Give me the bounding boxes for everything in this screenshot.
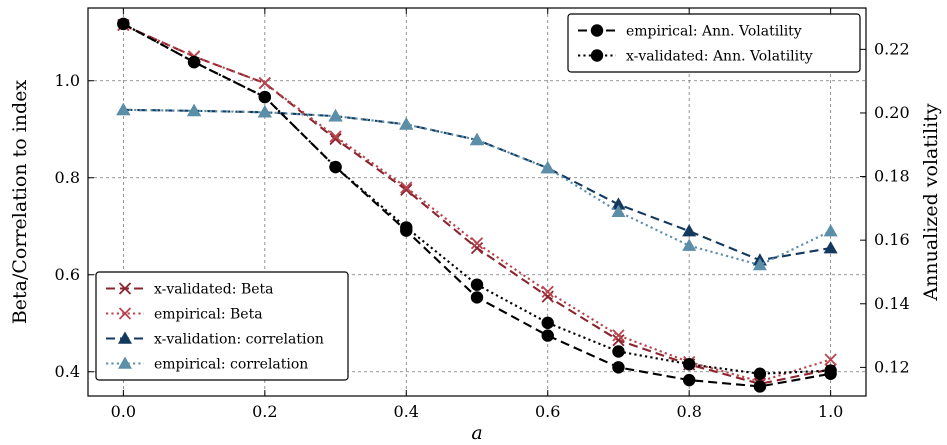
- plot-frame: [87, 7, 867, 397]
- data-point: [258, 77, 271, 90]
- data-point: [541, 316, 554, 330]
- right-y-tick-label: 0.22: [874, 39, 910, 58]
- data-point: [612, 361, 625, 374]
- data-point: [753, 380, 767, 393]
- right-y-tick-label: 0.18: [874, 167, 910, 186]
- data-point: [328, 109, 343, 122]
- legend-box: [95, 271, 349, 381]
- series-line: [122, 24, 831, 383]
- legend-top-right: empirical: Ann. Volatility x-validated: A…: [567, 13, 861, 73]
- series-3: [116, 102, 838, 271]
- data-point: [117, 17, 130, 31]
- legend-label: empirical: correlation: [154, 357, 308, 373]
- data-point: [823, 241, 838, 254]
- data-point: [400, 221, 413, 234]
- right-y-tick-label: 0.20: [874, 103, 910, 122]
- data-point: [470, 241, 484, 255]
- legend-marker: [590, 24, 604, 37]
- legend-box: [567, 13, 861, 73]
- x-tick-label: 1.0: [818, 402, 843, 421]
- data-point: [611, 204, 626, 217]
- data-point: [400, 183, 413, 197]
- data-point: [612, 345, 625, 358]
- x-tick-label: 0.8: [676, 402, 701, 421]
- right-y-axis-label: Annualized volatility: [920, 103, 942, 301]
- data-point: [682, 238, 697, 251]
- data-point: [541, 285, 554, 298]
- x-tick-label: 0.0: [111, 402, 136, 421]
- legend-item: x-validated: Ann. Volatility: [578, 49, 813, 65]
- data-point: [470, 278, 484, 291]
- series-layer: [116, 17, 838, 393]
- legend-layer: empirical: Ann. Volatility x-validated: A…: [95, 13, 861, 381]
- legend-marker: [118, 282, 132, 295]
- data-point: [187, 103, 202, 117]
- data-point: [541, 329, 554, 342]
- left-y-tick-label: 0.4: [55, 362, 80, 381]
- data-point: [187, 55, 201, 69]
- data-point: [470, 291, 484, 304]
- left-y-axis-label: Beta/Correlation to index: [9, 80, 31, 325]
- data-point: [611, 197, 626, 210]
- x-axis-label: a: [471, 422, 482, 444]
- data-point: [329, 160, 342, 174]
- legend-item: empirical: correlation: [106, 356, 308, 373]
- data-point: [682, 373, 696, 387]
- series-5: [117, 17, 837, 380]
- series-2: [116, 102, 838, 266]
- legend-label: x-validation: correlation: [154, 332, 324, 348]
- right-y-tick-label: 0.12: [874, 357, 910, 376]
- data-point: [823, 224, 838, 237]
- data-point: [753, 367, 767, 380]
- data-point: [257, 105, 272, 118]
- legend-label: x-validated: Beta: [154, 282, 274, 298]
- series-line: [123, 108, 831, 262]
- data-point: [612, 334, 625, 347]
- legend-bottom-left: x-validated: Beta empirical: Beta x-valida…: [95, 271, 349, 381]
- data-point: [540, 161, 555, 174]
- right-y-tick-label: 0.14: [874, 294, 910, 313]
- legend-item: x-validation: correlation: [106, 331, 324, 348]
- legend-item: empirical: Beta: [106, 307, 263, 323]
- data-point: [612, 329, 625, 342]
- legend-label: empirical: Beta: [154, 307, 263, 323]
- data-point: [329, 130, 342, 143]
- legend-marker: [118, 331, 132, 344]
- data-point: [399, 117, 414, 130]
- data-point: [752, 258, 767, 271]
- left-y-tick-label: 0.8: [55, 168, 80, 187]
- x-tick-label: 0.2: [252, 402, 277, 421]
- x-tick-label: 0.6: [535, 402, 560, 421]
- legend-item: empirical: Ann. Volatility: [578, 24, 802, 40]
- grid-layer: [88, 8, 866, 396]
- legend-label: x-validated: Ann. Volatility: [626, 49, 813, 65]
- left-y-tick-label: 0.6: [55, 265, 80, 284]
- axes-layer: 0.0 0.2 0.4 0.6 0.8 1.0 0.4 0.6 0.8 1.0 0.12 0.14 0.…: [55, 8, 910, 421]
- data-point: [329, 132, 342, 146]
- legend-marker: [118, 356, 132, 369]
- data-point: [258, 90, 272, 104]
- right-y-tick-label: 0.16: [874, 230, 910, 249]
- legend-marker: [590, 49, 604, 62]
- data-point: [470, 132, 484, 146]
- legend-item: x-validated: Beta: [106, 282, 274, 298]
- left-y-tick-label: 1.0: [55, 71, 80, 90]
- x-tick-label: 0.4: [394, 402, 419, 421]
- data-point: [682, 357, 696, 371]
- legend-label: empirical: Ann. Volatility: [626, 24, 802, 40]
- data-point: [116, 102, 131, 116]
- data-point: [824, 353, 837, 366]
- legend-marker: [118, 307, 132, 320]
- data-point: [824, 364, 837, 377]
- data-point: [400, 181, 413, 194]
- data-point: [682, 224, 697, 237]
- data-point: [470, 237, 484, 250]
